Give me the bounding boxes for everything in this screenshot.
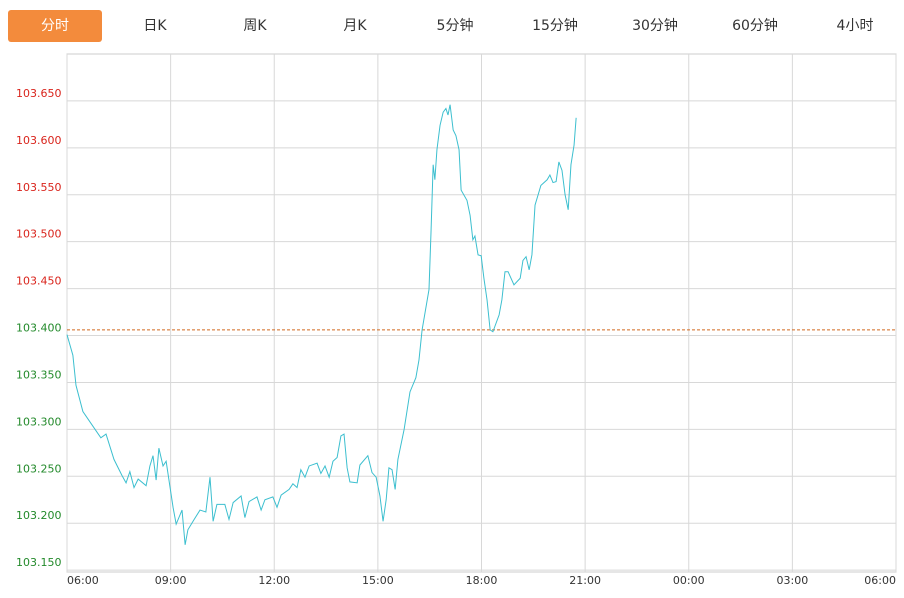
y-tick-label: 103.350 [16,368,62,381]
tab[interactable]: 周K [243,18,267,34]
x-tick-label: 21:00 [569,574,601,587]
tab[interactable]: 60分钟 [732,18,778,34]
y-tick-label: 103.150 [16,556,62,569]
x-tick-label: 06:00 [67,574,99,587]
y-tick-label: 103.400 [16,322,62,335]
price-line [66,104,577,545]
x-tick-label: 12:00 [258,574,290,587]
x-tick-label: 18:00 [466,574,498,587]
x-tick-label: 00:00 [673,574,705,587]
y-tick-label: 103.600 [16,134,62,147]
tab[interactable]: 5分钟 [436,18,474,34]
y-tick-label: 103.550 [16,181,62,194]
tab[interactable]: 月K [343,18,367,34]
tab[interactable]: 30分钟 [632,18,678,34]
x-tick-label: 09:00 [155,574,187,587]
y-tick-label: 103.500 [16,228,62,241]
y-tick-label: 103.250 [16,462,62,475]
x-tick-label: 06:00 [864,574,896,587]
tab[interactable]: 分时 [8,10,102,42]
y-tick-label: 103.200 [16,509,62,522]
x-tick-label: 03:00 [777,574,809,587]
y-tick-label: 103.450 [16,275,62,288]
y-tick-label: 103.650 [16,87,62,100]
tab[interactable]: 4小时 [836,18,874,34]
tab[interactable]: 15分钟 [532,18,578,34]
tab-bar: 分时 日K 周K 月K 5分钟 15分钟 30分钟 60分钟 4小时 [8,10,904,42]
y-tick-label: 103.300 [16,415,62,428]
x-tick-label: 15:00 [362,574,394,587]
tab[interactable]: 日K [143,18,167,34]
